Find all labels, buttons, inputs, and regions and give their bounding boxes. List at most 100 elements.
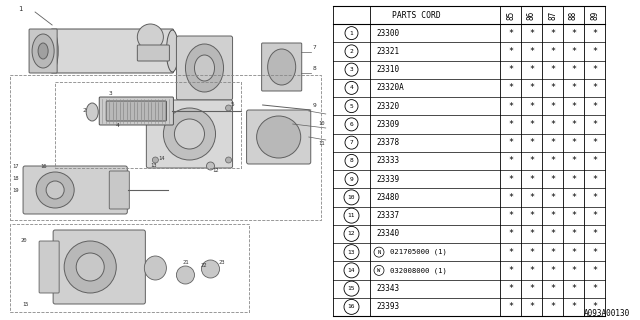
Ellipse shape [152, 157, 158, 163]
Circle shape [345, 136, 358, 149]
Text: 10: 10 [319, 121, 325, 126]
Text: *: * [508, 284, 513, 293]
Text: 15: 15 [348, 286, 355, 291]
Text: 3: 3 [108, 91, 112, 96]
Circle shape [345, 118, 358, 131]
Ellipse shape [152, 105, 158, 111]
Text: *: * [592, 47, 597, 56]
Text: 11: 11 [348, 213, 355, 218]
Ellipse shape [36, 172, 74, 208]
Text: 13: 13 [150, 163, 157, 168]
Text: *: * [550, 211, 555, 220]
Text: *: * [529, 211, 534, 220]
Circle shape [345, 81, 358, 94]
FancyBboxPatch shape [177, 36, 232, 100]
Text: *: * [592, 175, 597, 184]
Text: *: * [550, 229, 555, 238]
Text: 17: 17 [12, 164, 19, 169]
Circle shape [374, 247, 384, 257]
Text: *: * [571, 65, 576, 74]
Circle shape [345, 27, 358, 40]
Text: *: * [550, 65, 555, 74]
Text: *: * [550, 284, 555, 293]
Text: 19: 19 [12, 188, 19, 193]
Text: *: * [550, 47, 555, 56]
Text: *: * [592, 193, 597, 202]
Circle shape [345, 45, 358, 58]
Ellipse shape [38, 43, 48, 59]
Text: 88: 88 [569, 10, 578, 20]
Text: 23337: 23337 [376, 211, 399, 220]
Ellipse shape [166, 30, 179, 72]
Text: *: * [571, 211, 576, 220]
Circle shape [344, 190, 359, 205]
Ellipse shape [257, 116, 301, 158]
Text: *: * [592, 102, 597, 111]
Text: 23339: 23339 [376, 175, 399, 184]
Ellipse shape [186, 44, 223, 92]
Ellipse shape [202, 260, 220, 278]
Text: 87: 87 [548, 10, 557, 20]
FancyBboxPatch shape [53, 230, 145, 304]
Text: 23333: 23333 [376, 156, 399, 165]
Text: 23309: 23309 [376, 120, 399, 129]
Text: *: * [529, 65, 534, 74]
Text: 2: 2 [82, 108, 86, 113]
Text: *: * [592, 138, 597, 147]
Text: *: * [529, 120, 534, 129]
Circle shape [374, 265, 384, 276]
Text: *: * [508, 47, 513, 56]
Text: 89: 89 [590, 10, 599, 20]
Text: *: * [592, 84, 597, 92]
Text: *: * [550, 302, 555, 311]
Text: 18: 18 [12, 176, 19, 181]
Circle shape [344, 281, 359, 296]
Circle shape [344, 263, 359, 278]
Ellipse shape [163, 108, 216, 160]
Text: *: * [508, 229, 513, 238]
Text: *: * [529, 284, 534, 293]
Text: 12: 12 [348, 231, 355, 236]
Text: W: W [378, 268, 381, 273]
Text: *: * [529, 28, 534, 38]
Text: 23320: 23320 [376, 102, 399, 111]
Text: *: * [529, 229, 534, 238]
Text: 86: 86 [527, 10, 536, 20]
Text: *: * [508, 193, 513, 202]
Text: *: * [592, 302, 597, 311]
Text: *: * [529, 175, 534, 184]
Text: *: * [592, 156, 597, 165]
Text: 6: 6 [349, 122, 353, 127]
Text: 5: 5 [230, 102, 234, 107]
Text: *: * [529, 102, 534, 111]
FancyBboxPatch shape [262, 43, 301, 91]
FancyBboxPatch shape [29, 29, 57, 73]
Text: *: * [571, 266, 576, 275]
Text: 14: 14 [158, 156, 165, 161]
Text: 23480: 23480 [376, 193, 399, 202]
Text: *: * [550, 248, 555, 257]
Text: *: * [571, 47, 576, 56]
Text: 8: 8 [349, 158, 353, 164]
Text: 7: 7 [313, 45, 317, 50]
Text: *: * [550, 156, 555, 165]
Circle shape [345, 63, 358, 76]
Ellipse shape [195, 55, 214, 81]
Ellipse shape [225, 157, 232, 163]
Text: *: * [592, 211, 597, 220]
Text: *: * [550, 84, 555, 92]
Text: 23393: 23393 [376, 302, 399, 311]
Text: *: * [529, 84, 534, 92]
Text: *: * [529, 47, 534, 56]
Text: *: * [508, 211, 513, 220]
Text: 3: 3 [349, 67, 353, 72]
Ellipse shape [177, 266, 195, 284]
Text: *: * [508, 84, 513, 92]
Text: *: * [550, 28, 555, 38]
FancyBboxPatch shape [138, 45, 170, 61]
Circle shape [345, 100, 358, 113]
Text: 1: 1 [18, 6, 22, 12]
Text: 13: 13 [348, 250, 355, 255]
FancyBboxPatch shape [51, 29, 173, 73]
Text: 20: 20 [20, 238, 26, 243]
